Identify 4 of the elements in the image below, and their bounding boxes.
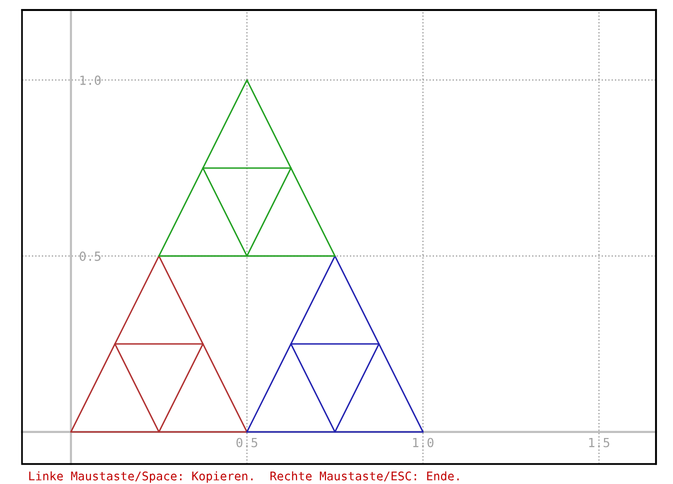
x-tick-label: 1.0 [413,438,434,448]
x-tick-label: 0.5 [236,438,258,448]
x-tick-label: 1.5 [589,438,610,448]
text: Linke Maustaste/Space: Kopieren. Rechte Maustaste/ESC: Ende. [29,471,459,483]
